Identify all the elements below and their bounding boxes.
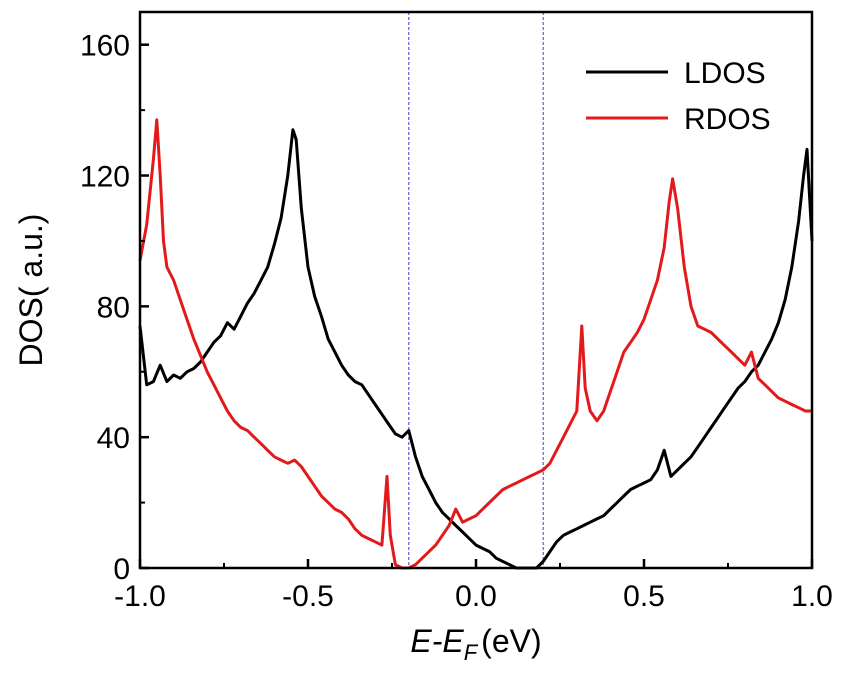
x-axis-label-unit: (eV): [481, 623, 541, 659]
reference-lines: [408, 12, 544, 568]
y-axis-label: DOS( a.u.): [13, 214, 49, 367]
x-tick-label: -1.0: [114, 580, 166, 613]
x-axis-label-sub: F: [464, 640, 479, 665]
x-tick-label: 1.0: [791, 580, 833, 613]
y-tick-label: 80: [97, 291, 130, 324]
y-tick-label: 120: [80, 161, 130, 194]
y-tick-label: 160: [80, 30, 130, 63]
x-axis-label-main: E-E: [410, 623, 464, 659]
series-line-ldos: [138, 128, 814, 570]
legend-label-rdos: RDOS: [684, 103, 771, 136]
series-line-rdos: [138, 118, 812, 570]
series-layer: [138, 118, 814, 570]
x-axis-label: E-EF (eV): [410, 623, 541, 665]
legend: LDOS RDOS: [586, 57, 771, 136]
x-tick-label: 0.0: [455, 580, 497, 613]
y-tick-label: 0: [113, 553, 130, 586]
x-tick-label: -0.5: [282, 580, 334, 613]
y-tick-label: 40: [97, 422, 130, 455]
x-tick-label: 0.5: [623, 580, 665, 613]
legend-label-ldos: LDOS: [684, 57, 766, 90]
plot-frame: [138, 10, 814, 570]
ticks-layer: -1.0 -0.5 0.0 0.5 1.0 0 40 80 120 160: [80, 30, 833, 613]
